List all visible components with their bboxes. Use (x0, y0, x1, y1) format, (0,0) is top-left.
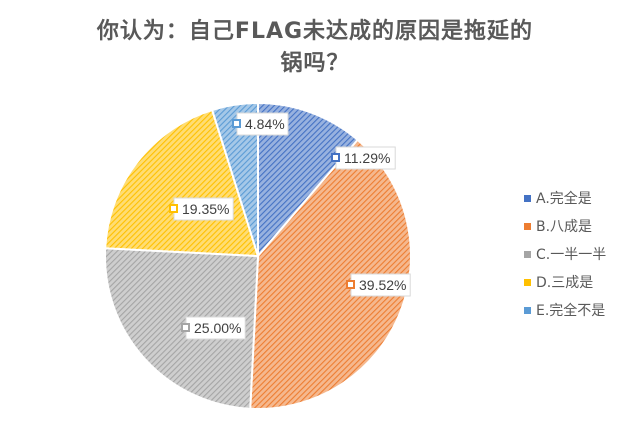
legend-label: C.一半一半 (536, 247, 606, 263)
pie-slice-b (249, 138, 412, 410)
data-label-b: 39.52% (346, 273, 411, 297)
data-label-value: 25.00% (194, 320, 241, 336)
legend-label: E.完全不是 (536, 302, 605, 319)
pie-slices (104, 101, 412, 410)
pie-slice-e (210, 101, 259, 257)
legend-label: A.完全是 (536, 190, 592, 207)
data-label-e: 4.84% (232, 112, 289, 136)
legend-swatch (524, 307, 531, 314)
legend-item-d: D.三成是 (524, 275, 593, 291)
data-label-c: 25.00% (181, 316, 246, 340)
data-label-a: 11.29% (331, 146, 396, 170)
legend-item-c: C.一半一半 (524, 247, 606, 263)
data-label-value: 19.35% (182, 201, 229, 217)
data-label-value: 11.29% (344, 150, 390, 166)
legend-swatch (524, 279, 531, 286)
data-label-value: 39.52% (359, 277, 406, 293)
data-label-marker (169, 204, 178, 213)
chart-title-line-2: 锅吗？ (280, 50, 349, 76)
legend-label: B.八成是 (536, 219, 592, 235)
legend-swatch (524, 251, 531, 258)
legend-item-b: B.八成是 (524, 219, 592, 235)
data-label-marker (181, 323, 190, 332)
chart-title-line-1: 你认为：自己FLAG未达成的原因是拖延的 (96, 18, 533, 44)
data-labels: 11.29% 39.52% 25.00% 19.35% 4.84% (169, 112, 411, 340)
data-label-value: 4.84% (245, 116, 285, 132)
chart-title: 你认为：自己FLAG未达成的原因是拖延的 锅吗？ (96, 18, 533, 76)
data-label-marker (331, 153, 340, 162)
legend-swatch (524, 223, 531, 230)
legend-item-e: E.完全不是 (524, 302, 605, 319)
data-label-marker (232, 119, 241, 128)
legend-swatch (524, 195, 531, 202)
pie-slice-a (257, 101, 360, 259)
data-label-marker (346, 280, 355, 289)
legend-item-a: A.完全是 (524, 190, 592, 207)
legend-label: D.三成是 (536, 275, 593, 291)
legend: A.完全是 B.八成是 C.一半一半 D.三成是 E.完全不是 (524, 190, 606, 319)
data-label-d: 19.35% (169, 197, 234, 221)
